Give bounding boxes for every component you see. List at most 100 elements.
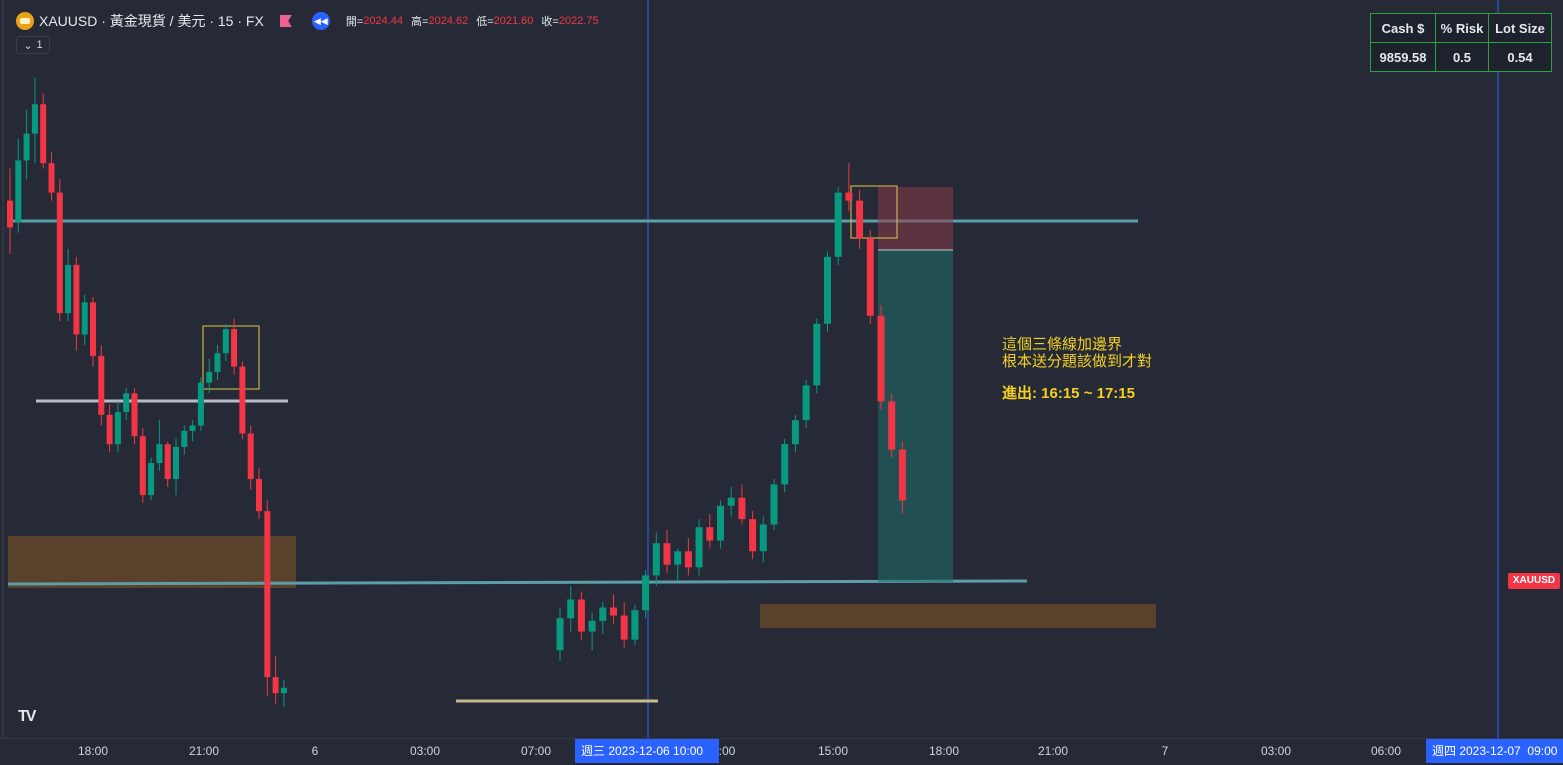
time-tick: :00 <box>718 744 736 758</box>
candle-body <box>684 551 692 568</box>
ohlc-high-value: 2024.62 <box>428 15 469 27</box>
candle-body <box>98 355 105 415</box>
crosshair-time-label-right: 週四 2023-12-07 09:00 <box>1426 739 1563 763</box>
candle-body <box>272 677 279 694</box>
candle-body <box>845 192 853 201</box>
annotation-line-2[interactable]: 根本送分題該做到才對 <box>1002 353 1153 370</box>
candle-body <box>7 200 13 228</box>
lot-size-value: 0.54 <box>1488 42 1552 72</box>
candle-body <box>781 444 789 485</box>
time-tick: 18:00 <box>928 744 960 758</box>
candle-body <box>123 393 130 413</box>
candle-body <box>599 607 607 621</box>
candle-body <box>247 433 254 480</box>
candle-body <box>824 256 831 324</box>
candle-body <box>31 104 38 134</box>
candle-body <box>81 302 88 335</box>
candle-body <box>156 444 163 463</box>
candle-body <box>239 366 246 434</box>
candle-body <box>197 382 204 426</box>
candle-body <box>40 104 47 164</box>
candle-body <box>15 160 22 223</box>
time-tick: 15:00 <box>817 744 849 758</box>
replay-rewind-icon[interactable]: ◀◀ <box>311 12 330 30</box>
time-tick: 03:00 <box>1260 744 1292 758</box>
candle-body <box>139 436 146 496</box>
candle-body <box>749 519 757 552</box>
support-level-line <box>7 579 1028 586</box>
time-tick: 18:00 <box>77 744 109 758</box>
candle-body <box>877 315 885 402</box>
annotation-line-1[interactable]: 這個三條線加邊界 <box>1002 336 1123 353</box>
time-tick: 03:00 <box>409 744 441 758</box>
candle-body <box>181 430 188 447</box>
risk-header-row: Cash $ % Risk Lot Size <box>1370 13 1552 43</box>
candle-body <box>90 302 96 356</box>
candle-body <box>727 497 735 506</box>
ohlc-low-value: 2021.60 <box>493 15 534 27</box>
candle-body <box>620 615 628 640</box>
cash-header: Cash $ <box>1370 13 1436 43</box>
time-tick: 21:00 <box>188 744 220 758</box>
risk-percent-header: % Risk <box>1435 13 1489 43</box>
ohlc-high-label: 高= <box>411 16 429 28</box>
annotation-entry-exit[interactable]: 進出: 16:15 ~ 17:15 <box>1002 385 1135 402</box>
ohlc-low-label: 低= <box>476 16 494 28</box>
candle-body <box>770 484 778 525</box>
candle-body <box>106 414 113 445</box>
ohlc-close-value: 2022.75 <box>558 15 599 27</box>
highlight-box <box>202 325 260 390</box>
candle-body <box>631 610 639 640</box>
risk-value-row: 9859.58 0.5 0.54 <box>1370 42 1552 72</box>
demand-zone <box>8 536 296 588</box>
candle-body <box>556 618 564 651</box>
risk-calculator-table: Cash $ % Risk Lot Size 9859.58 0.5 0.54 <box>1370 13 1552 72</box>
time-tick: 07:00 <box>520 744 552 758</box>
ohlc-open-value: 2024.44 <box>363 15 404 27</box>
indicator-collapse-button[interactable]: ⌄ 1 <box>16 36 50 54</box>
tradingview-logo-icon: TV <box>18 708 37 725</box>
candle-body <box>663 543 671 565</box>
candle-body <box>280 687 287 694</box>
demand-zone <box>760 604 1156 628</box>
current-price-badge: XAUUSD <box>1508 573 1560 589</box>
symbol-title[interactable]: XAUUSD · 黃金現貨 / 美元 · 15 · FX <box>39 13 264 29</box>
candle-body <box>48 163 55 193</box>
candle-body <box>189 425 196 431</box>
candle-body <box>56 192 63 314</box>
candle-body <box>222 329 229 354</box>
candle-body <box>577 599 585 632</box>
candle-body <box>23 133 30 161</box>
candle-body <box>802 385 810 421</box>
cursor-right-time: 09:00 <box>1527 744 1558 758</box>
candle-body <box>173 446 179 480</box>
chevron-down-icon: ⌄ <box>23 39 33 52</box>
candle-body <box>888 401 896 450</box>
candle-body <box>206 371 213 383</box>
lot-size-header: Lot Size <box>1488 13 1552 43</box>
flag-icon[interactable] <box>279 15 292 27</box>
candle-body <box>164 444 171 480</box>
candle-body <box>588 620 596 632</box>
time-tick: 06:00 <box>1370 744 1402 758</box>
candle-body <box>73 264 80 335</box>
candle-body <box>738 497 746 520</box>
ohlc-open-label: 開= <box>345 16 364 28</box>
candle-body <box>834 192 842 257</box>
candle-body <box>131 393 138 437</box>
crosshair-time-label: 週三 2023-12-06 10:00 <box>575 739 719 763</box>
candle-body <box>898 449 906 501</box>
indicator-count: 1 <box>36 39 43 51</box>
candle-body <box>674 551 682 565</box>
time-tick: 7 <box>1161 744 1169 758</box>
candle-body <box>214 353 221 372</box>
candle-body <box>231 329 238 367</box>
ohlc-close-label: 收= <box>541 16 559 28</box>
candle-body <box>717 505 724 541</box>
candle-body <box>256 479 262 512</box>
candle-body <box>652 543 660 576</box>
candle-body <box>813 323 821 386</box>
risk-percent-value: 0.5 <box>1435 42 1489 72</box>
